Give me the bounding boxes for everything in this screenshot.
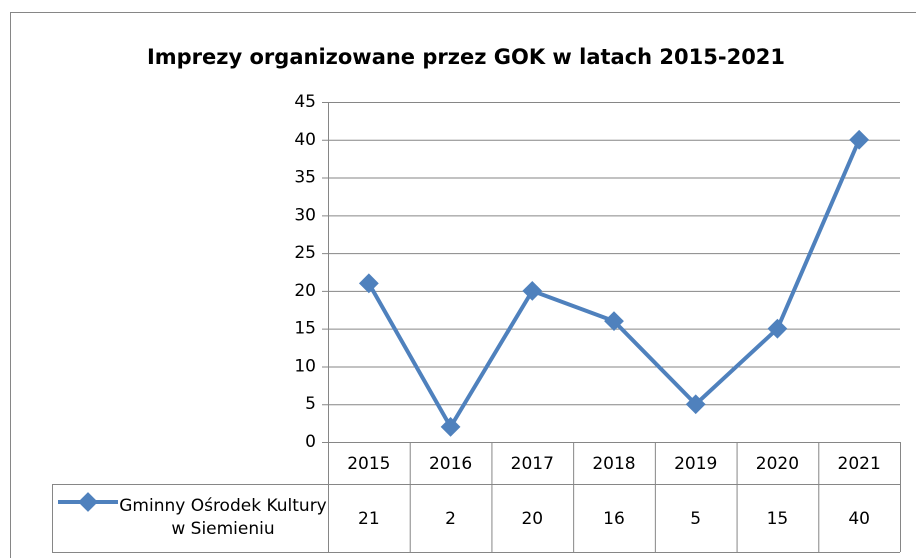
y-tick-label: 45 — [294, 92, 316, 112]
x-tick-label: 2018 — [592, 454, 635, 474]
y-tick-label: 35 — [294, 168, 316, 188]
y-tick-label: 40 — [294, 130, 316, 150]
chart-border — [10, 12, 916, 558]
table-value: 5 — [690, 509, 701, 529]
table-value: 40 — [848, 509, 870, 529]
x-tick-label: 2017 — [511, 454, 554, 474]
x-tick-label: 2015 — [347, 454, 390, 474]
table-value: 2 — [445, 509, 456, 529]
table-value: 20 — [521, 509, 543, 529]
chart-title: Imprezy organizowane przez GOK w latach … — [147, 45, 785, 69]
table-value: 16 — [603, 509, 625, 529]
x-tick-label: 2016 — [429, 454, 472, 474]
data-point — [440, 416, 461, 437]
y-tick-label: 0 — [305, 432, 316, 452]
y-tick-label: 30 — [294, 205, 316, 225]
data-point — [767, 318, 788, 339]
table-value: 15 — [767, 509, 789, 529]
legend-label-box: Gminny Ośrodek Kultury w Siemieniu — [119, 496, 327, 539]
y-tick-label: 10 — [294, 356, 316, 376]
data-point — [604, 311, 624, 332]
y-tick-label: 15 — [294, 319, 316, 339]
x-tick-label: 2020 — [756, 454, 799, 474]
x-tick-label: 2021 — [838, 454, 881, 474]
table-value: 21 — [358, 509, 380, 529]
x-tick-label: 2019 — [674, 454, 717, 474]
y-tick-label: 5 — [305, 394, 316, 414]
y-tick-label: 20 — [294, 281, 316, 301]
legend-marker — [78, 492, 98, 512]
data-point — [522, 280, 543, 301]
y-tick-label: 25 — [294, 243, 316, 263]
legend-label: Gminny Ośrodek Kultury w Siemieniu — [119, 496, 327, 539]
data-point — [358, 273, 379, 294]
data-point — [685, 394, 706, 415]
